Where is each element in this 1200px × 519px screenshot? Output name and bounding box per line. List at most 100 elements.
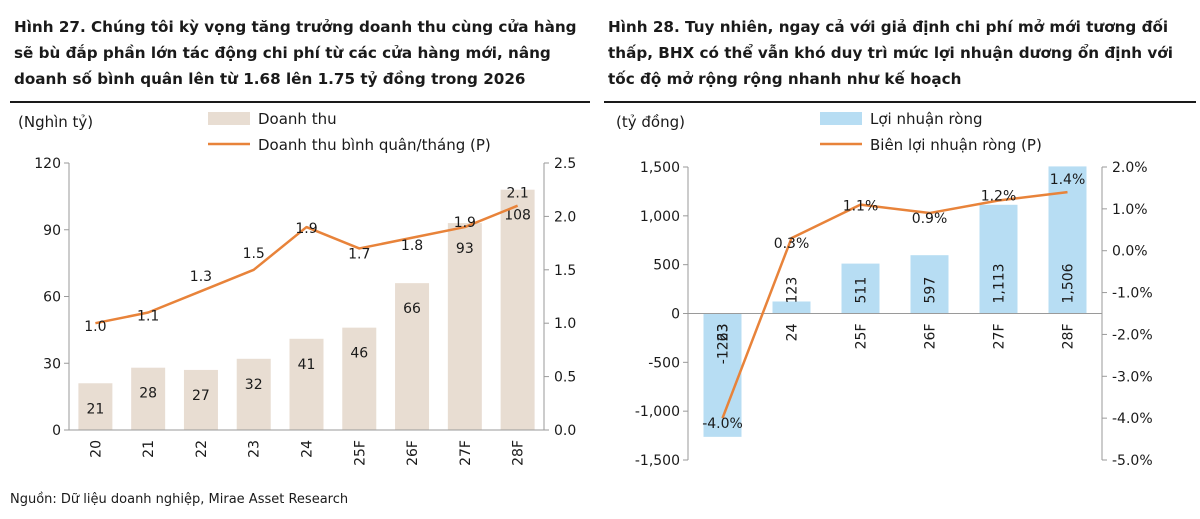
y2-tick-label: 0.0%: [1112, 244, 1148, 260]
y-tick-label: -500: [648, 355, 680, 371]
chart-title: Hình 27. Chúng tôi kỳ vọng tăng trưởng d…: [14, 18, 577, 88]
legend-swatch-bar: [208, 112, 250, 125]
bar-data-label: 21: [86, 401, 104, 417]
bar-data-label: 41: [298, 357, 316, 373]
y2-tick-label: -4.0%: [1112, 411, 1153, 427]
revenue-chart: (Nghìn tỷ) Doanh thu Doanh thu bình quân/t…: [18, 110, 576, 466]
line-data-label: 1.8: [401, 238, 423, 254]
line-data-label: 0.9%: [912, 211, 948, 227]
bar-data-label: -1263: [716, 324, 732, 365]
bar-data-label: 1,113: [992, 263, 1008, 303]
y2-tick-label: 2.0: [554, 209, 576, 225]
y-tick-label: -1,500: [635, 453, 680, 469]
line-data-label: 1.4%: [1050, 172, 1086, 188]
x-tick-label: 26F: [923, 324, 939, 350]
title-divider: [604, 101, 1196, 103]
y2-tick-label: 1.5: [554, 263, 576, 279]
bar-data-label: 108: [504, 208, 531, 224]
bar: [500, 189, 535, 430]
line-series: [95, 204, 519, 325]
left-chart-panel: Hình 27. Chúng tôi kỳ vọng tăng trưởng d…: [0, 0, 600, 490]
x-tick-label: 20: [88, 440, 104, 458]
y-tick-label: 90: [43, 223, 61, 239]
bar: [236, 358, 271, 430]
line-data-label: 1.5: [243, 246, 265, 262]
right-chart-panel: Hình 28. Tuy nhiên, ngay cả với giả định…: [600, 0, 1200, 490]
bar-data-label: 66: [403, 301, 421, 317]
bar-data-label: 93: [456, 241, 474, 257]
line-data-label: 2.1: [506, 186, 528, 202]
legend-label: Lợi nhuận ròng: [870, 110, 983, 128]
legend-label: Doanh thu bình quân/tháng (P): [258, 136, 491, 154]
bar-data-label: 27: [192, 388, 210, 404]
bar-data-label: 511: [854, 277, 870, 304]
line-data-label: 1.1: [137, 309, 159, 325]
legend-label: Biên lợi nhuận ròng (P): [870, 136, 1042, 154]
x-tick-label: 28F: [1061, 324, 1077, 350]
y-tick-label: 0: [52, 423, 61, 439]
y2-tick-label: -3.0%: [1112, 369, 1153, 385]
source-note: Nguồn: Dữ liệu doanh nghiệp, Mirae Asset…: [10, 492, 349, 507]
y2-tick-label: -2.0%: [1112, 327, 1153, 343]
bar: [772, 301, 811, 314]
x-tick-label: 28F: [511, 440, 527, 466]
x-tick-label: 22: [194, 440, 210, 458]
x-tick-label: 23: [716, 324, 732, 342]
x-tick-label: 24: [785, 323, 801, 341]
y-tick-label: 1,500: [640, 160, 680, 176]
bar: [841, 263, 880, 314]
line-data-label: 1.9: [295, 221, 317, 237]
bar: [910, 255, 949, 314]
title-divider: [10, 101, 590, 103]
y2-tick-label: -5.0%: [1112, 453, 1153, 469]
y2-tick-label: 2.5: [554, 156, 576, 172]
bar: [447, 223, 482, 430]
y-tick-label: 60: [43, 290, 61, 306]
bar-data-label: 1,506: [1061, 263, 1077, 303]
x-tick-label: 27F: [992, 324, 1008, 350]
x-tick-label: 25F: [854, 324, 870, 350]
legend-label: Doanh thu: [258, 110, 337, 128]
x-tick-label: 25F: [352, 440, 368, 466]
line-data-label: 1.3: [190, 269, 212, 285]
y2-tick-label: 1.0: [554, 316, 576, 332]
y-tick-label: 500: [653, 258, 680, 274]
y-tick-label: 1,000: [640, 209, 680, 225]
y-tick-label: -1,000: [635, 404, 680, 420]
bar: [979, 204, 1018, 314]
line-series: [721, 190, 1068, 419]
y2-tick-label: 0.5: [554, 370, 576, 386]
line-data-label: 1.1%: [843, 199, 879, 215]
line-data-label: 0.3%: [774, 236, 810, 252]
bar: [183, 369, 218, 430]
bar: [395, 283, 430, 430]
y2-tick-label: 2.0%: [1112, 160, 1148, 176]
line-data-label: 1.9: [454, 215, 476, 231]
bar-data-label: 46: [350, 346, 368, 362]
x-tick-label: 26F: [405, 440, 421, 466]
line-data-label: 1.2%: [981, 188, 1017, 204]
line-data-label: -4.0%: [702, 416, 743, 432]
chart-title: Hình 28. Tuy nhiên, ngay cả với giả định…: [608, 18, 1173, 88]
bar-data-label: 32: [245, 377, 263, 393]
bar: [131, 367, 166, 430]
profit-chart: (tỷ đồng) Lợi nhuận ròng Biên lợi nhuận rò…: [616, 110, 1153, 469]
bar: [342, 327, 377, 430]
x-tick-label: 24: [300, 440, 316, 458]
y-tick-label: 30: [43, 356, 61, 372]
x-tick-label: 23: [247, 440, 263, 458]
bar: [78, 383, 113, 430]
bar-data-label: 28: [139, 386, 157, 402]
x-tick-label: 27F: [458, 440, 474, 466]
legend-swatch-bar: [820, 112, 862, 125]
y-axis-unit: (Nghìn tỷ): [18, 113, 93, 131]
y2-tick-label: 0.0: [554, 423, 576, 439]
bar-data-label: 597: [923, 277, 939, 304]
line-data-label: 1.7: [348, 246, 370, 262]
y2-tick-label: 1.0%: [1112, 202, 1148, 218]
y-axis-unit: (tỷ đồng): [616, 113, 685, 131]
bar: [1048, 166, 1087, 314]
y-tick-label: 120: [34, 156, 61, 172]
bar-data-label: 123: [785, 277, 801, 304]
y2-tick-label: -1.0%: [1112, 286, 1153, 302]
